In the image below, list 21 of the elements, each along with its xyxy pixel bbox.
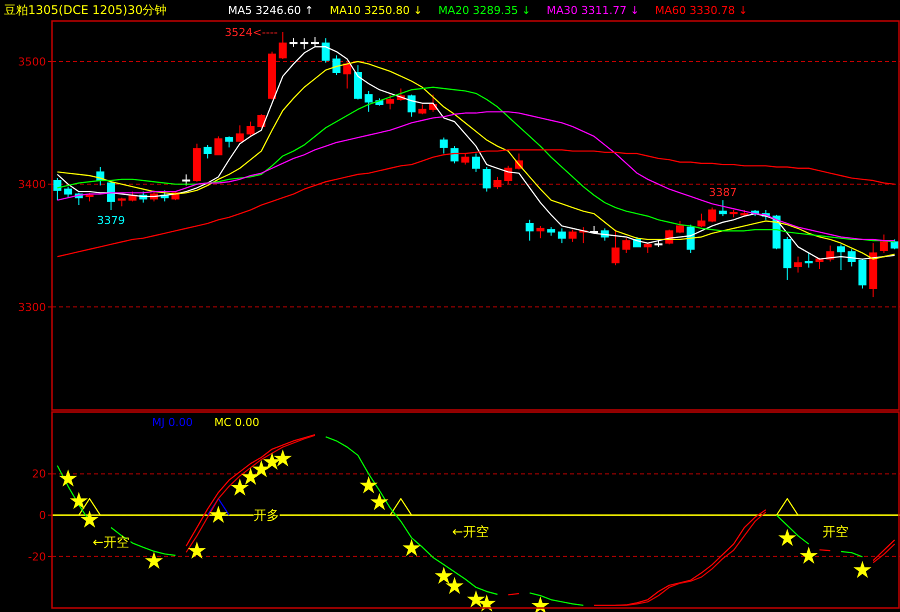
text: MC 0.00 <box>214 416 260 429</box>
y-tick-label: 3500 <box>18 55 46 68</box>
y-tick-label: 20 <box>32 468 46 481</box>
text: MJ 0.00 <box>152 416 193 429</box>
chart-title: 豆粕1305(DCE 1205)30分钟 <box>4 3 167 17</box>
text: MA30 3311.77 ↓ <box>546 4 640 17</box>
y-tick-label: 0 <box>39 509 46 522</box>
y-tick-label: 3300 <box>18 300 46 314</box>
text: MA10 3250.80 ↓ <box>330 4 423 17</box>
annotation: ←开空 <box>452 525 490 540</box>
annotation: 开多 <box>254 508 280 524</box>
text: MA20 3289.35 ↓ <box>438 4 531 17</box>
y-tick-label: 3400 <box>18 178 46 192</box>
y-tick-label: -20 <box>28 550 46 564</box>
annotation: 开空 <box>822 525 849 540</box>
text: MA5 3246.60 ↑ <box>228 4 314 17</box>
annotation: ←开空 <box>92 536 130 551</box>
text: MA60 3330.78 ↓ <box>655 4 748 17</box>
annotation: 3387 <box>708 186 737 200</box>
annotation: 3379 <box>97 214 126 227</box>
annotation: 3524<---- <box>224 26 278 39</box>
